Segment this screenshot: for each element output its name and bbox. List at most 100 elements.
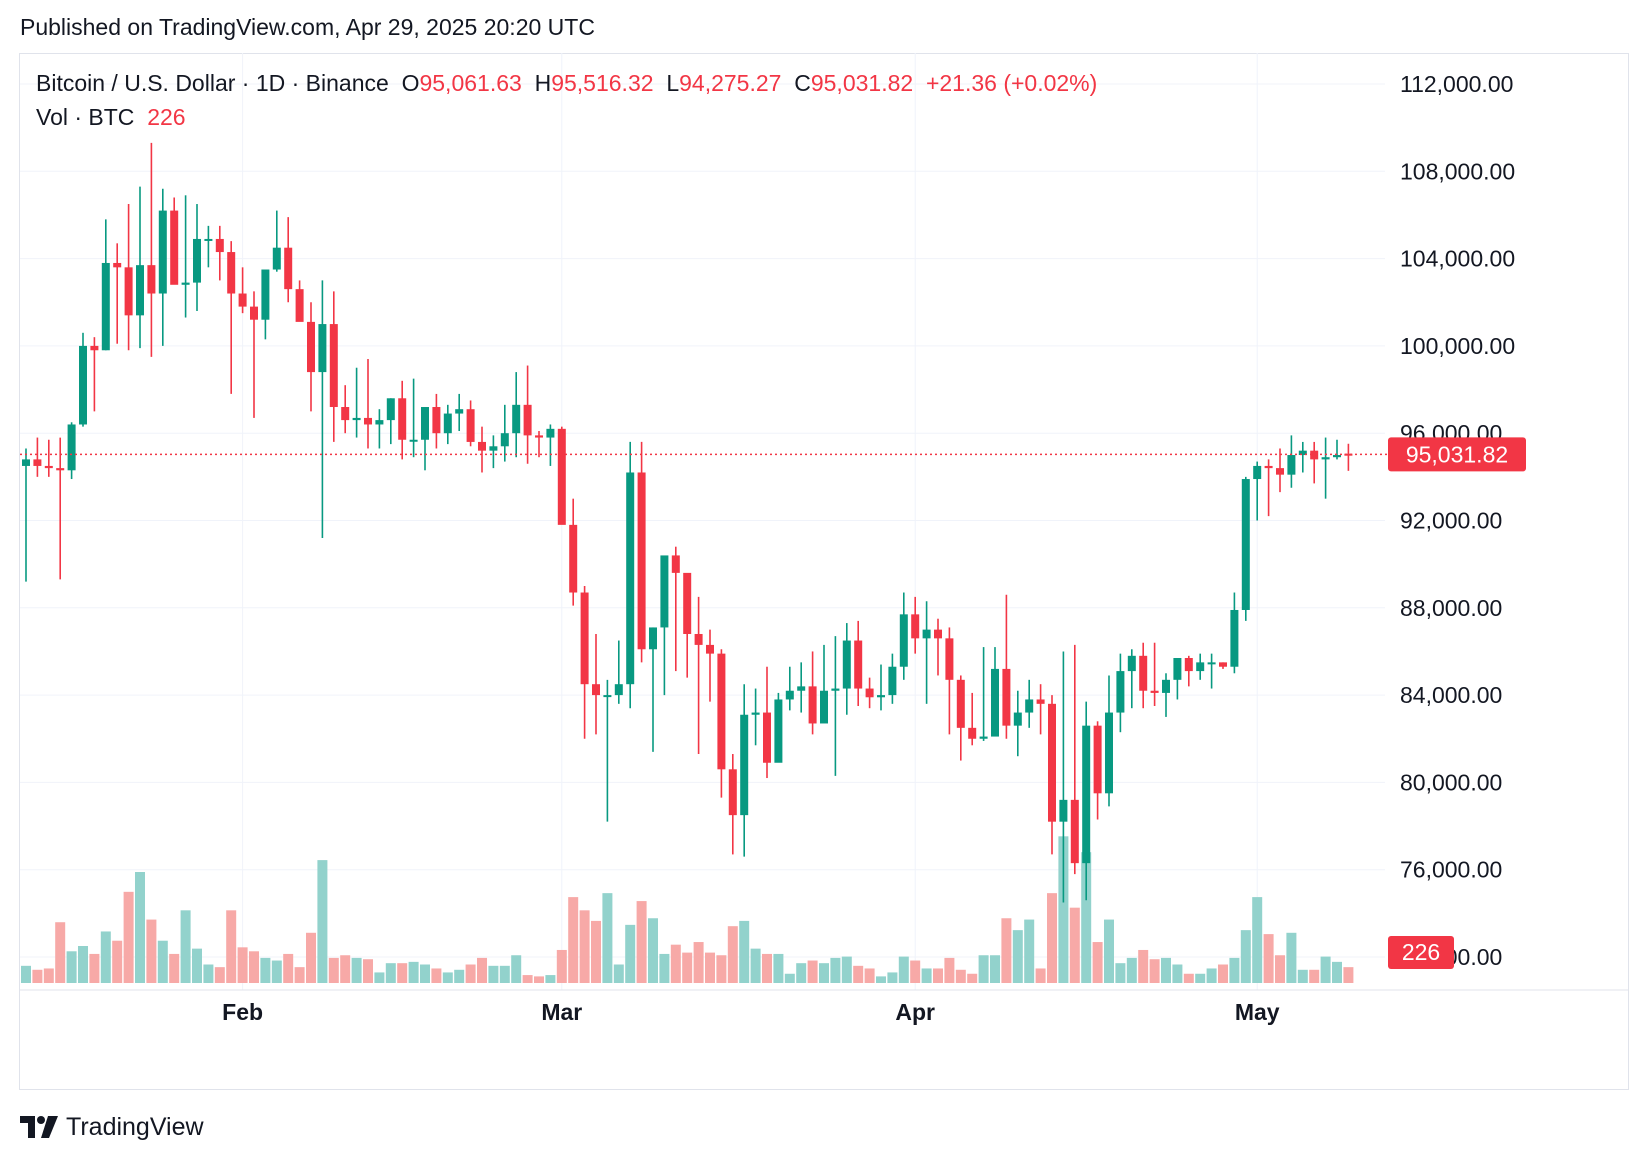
candle-body <box>1150 690 1159 693</box>
volume-bar <box>659 953 670 983</box>
volume-bar <box>1149 959 1160 983</box>
candle-body <box>79 345 87 425</box>
volume-bar <box>705 952 715 983</box>
candle-body <box>922 629 931 639</box>
candle-body <box>124 267 133 316</box>
candle-body <box>1276 468 1284 475</box>
volume-bar <box>1172 964 1183 983</box>
volume-bar <box>602 893 613 983</box>
volume-bar <box>21 965 31 983</box>
volume-bar <box>876 976 886 983</box>
volume-bar <box>841 956 852 983</box>
volume-bar <box>910 960 921 983</box>
volume-bar <box>1343 967 1354 983</box>
x-tick-label: Apr <box>895 999 935 1025</box>
candle-body <box>238 293 247 307</box>
candle-body <box>1036 699 1045 704</box>
last-price-tag-text: 95,031.82 <box>1406 441 1508 467</box>
y-tick-label: 80,000.00 <box>1400 769 1502 795</box>
volume-bar <box>420 964 430 983</box>
volume-bar <box>1263 934 1274 983</box>
volume-bar <box>260 957 271 983</box>
volume-bar <box>522 975 533 983</box>
volume-bar <box>306 932 316 983</box>
close-label: C <box>794 70 811 96</box>
volume-bar <box>967 973 978 983</box>
volume-bar <box>1252 897 1263 983</box>
volume-bar <box>762 953 772 983</box>
candle-body <box>272 247 281 270</box>
candle-body <box>500 433 509 447</box>
volume-bar <box>192 948 202 983</box>
candle-body <box>1219 662 1227 667</box>
candle-body <box>785 690 794 700</box>
volume-legend: Vol · BTC 226 <box>36 104 186 131</box>
volume-bar <box>397 963 408 983</box>
y-tick-label: 100,000.00 <box>1400 333 1515 359</box>
volume-bar <box>351 957 362 983</box>
symbol-title[interactable]: Bitcoin / U.S. Dollar · 1D · Binance <box>36 70 389 96</box>
volume-bar <box>511 955 522 983</box>
candle-body <box>113 262 122 268</box>
candle-body <box>934 629 942 639</box>
volume-bar <box>1092 942 1103 983</box>
candle-body <box>523 404 532 436</box>
volume-bar <box>1218 964 1228 983</box>
volume-bar <box>819 963 829 983</box>
volume-bar <box>477 957 487 983</box>
x-tick-label: Mar <box>541 999 582 1025</box>
candle-body <box>1310 450 1319 460</box>
candle-body <box>181 282 190 285</box>
candle-body <box>1093 725 1102 794</box>
volume-bar <box>135 872 145 983</box>
volume-bar <box>203 964 214 983</box>
volume-bar <box>693 942 704 983</box>
candle-body <box>56 468 65 471</box>
candle-body <box>1139 655 1148 691</box>
y-tick-label: 112,000.00 <box>1400 71 1513 97</box>
candle-body <box>1321 457 1330 460</box>
candles <box>22 142 1353 903</box>
candle-body <box>136 265 144 316</box>
candle-body <box>318 324 327 373</box>
volume-bar <box>1047 893 1057 983</box>
y-tick-label: 108,000.00 <box>1400 158 1515 184</box>
volume-bar <box>887 972 898 983</box>
volume-bar <box>568 897 579 983</box>
high-label: H <box>534 70 552 96</box>
volume-bar <box>454 969 465 983</box>
candle-body <box>1287 455 1296 475</box>
candle-body <box>842 640 851 689</box>
volume-bar <box>100 931 111 983</box>
low-value: 94,275.27 <box>679 70 782 96</box>
candle-body <box>375 420 384 425</box>
tradingview-logo-icon <box>20 1116 58 1138</box>
volume-bar <box>1069 907 1080 983</box>
volume-label[interactable]: Vol · BTC <box>36 104 135 130</box>
candle-body <box>535 435 543 438</box>
candle-body <box>1048 703 1056 822</box>
volume-bar <box>579 910 590 983</box>
tradingview-brand[interactable]: TradingView <box>20 1110 204 1144</box>
price-axis: 72,000.0076,000.0080,000.0084,000.0088,0… <box>1400 71 1515 970</box>
candle-body <box>227 252 236 294</box>
candle-body <box>1196 662 1205 672</box>
volume-bar <box>431 968 442 983</box>
volume-bar <box>1195 973 1206 983</box>
volume-bar <box>534 976 544 983</box>
volume-bar <box>328 957 339 983</box>
candle-body <box>968 727 977 739</box>
volume-bar <box>1126 957 1137 983</box>
volume-bar <box>146 919 157 983</box>
volume-bar <box>990 955 1000 983</box>
candle-body <box>671 555 680 573</box>
grid-lines <box>20 53 1629 991</box>
volume-bar <box>773 953 784 983</box>
volume-bar <box>1081 852 1092 983</box>
candle-body <box>90 345 99 351</box>
volume-bar <box>591 920 601 983</box>
candle-body <box>877 695 885 698</box>
volume-bar <box>112 940 123 983</box>
high-value: 95,516.32 <box>551 70 654 96</box>
